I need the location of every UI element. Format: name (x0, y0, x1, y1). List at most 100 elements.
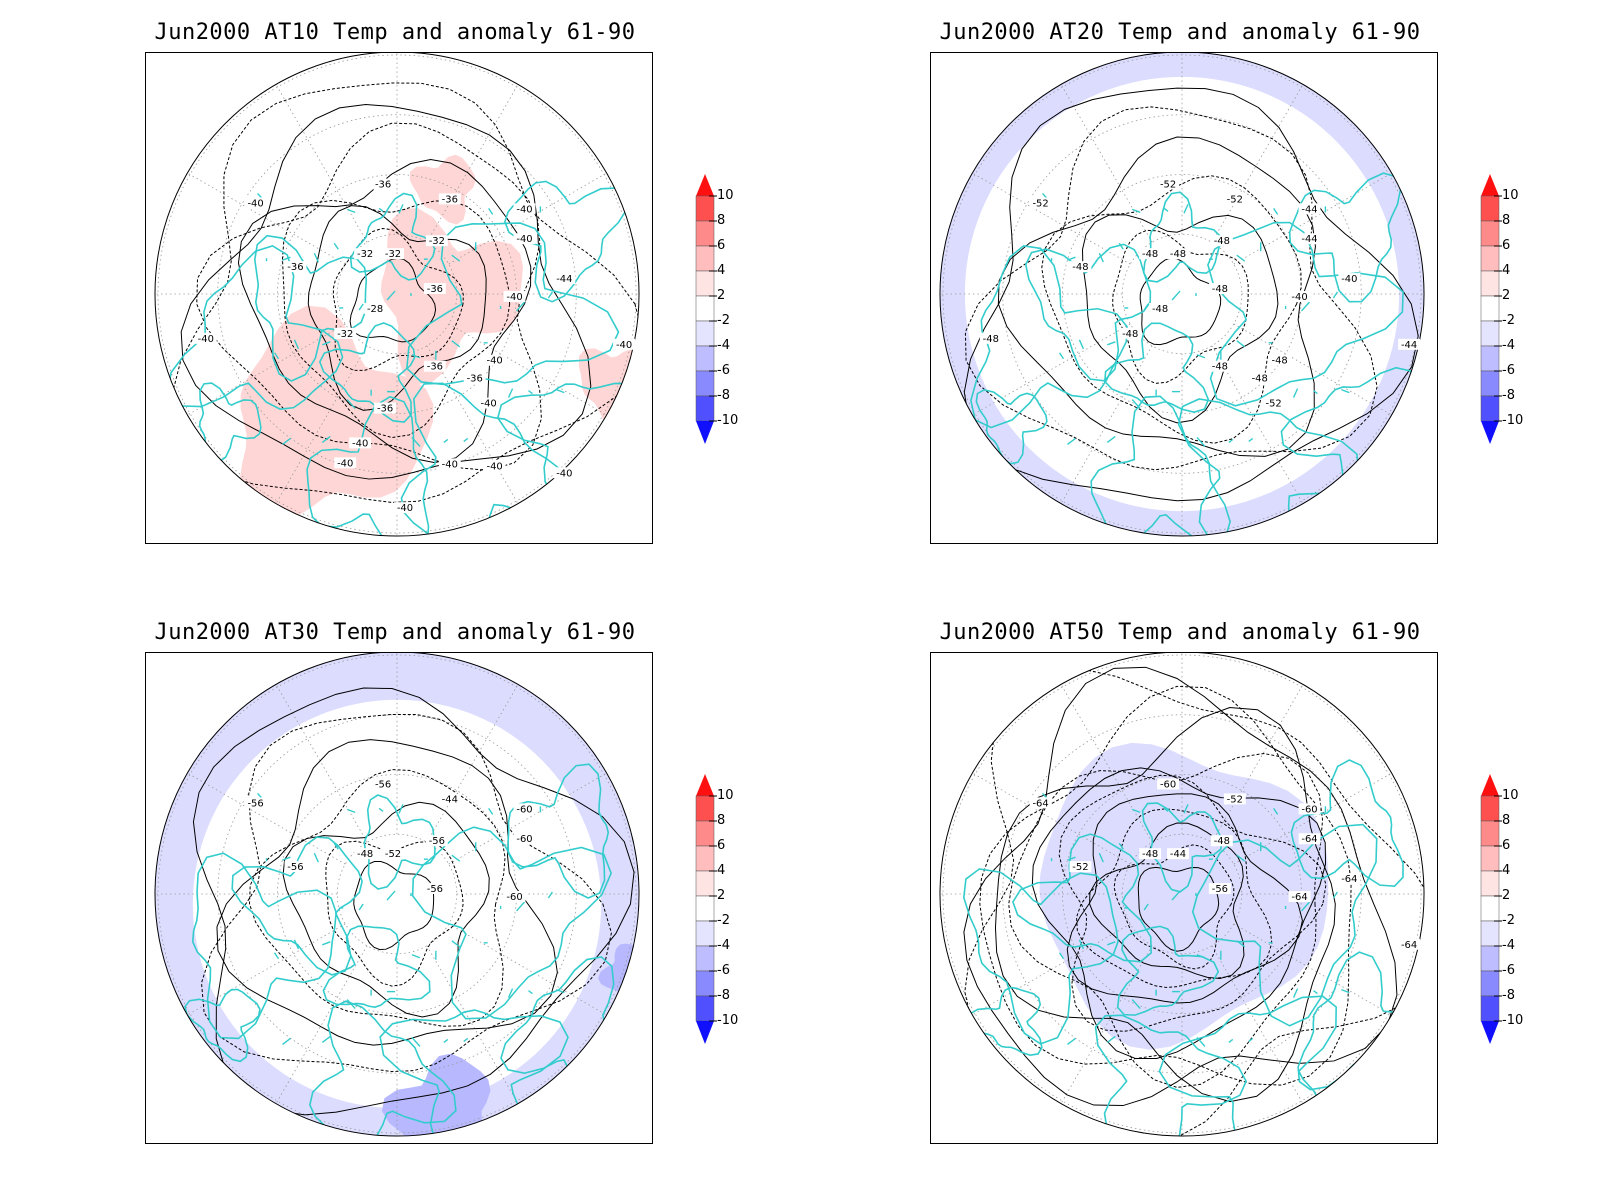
warm-anomaly (239, 305, 434, 525)
colorbar-segment (695, 845, 715, 872)
contour-label-bg (1298, 233, 1321, 245)
border-line (1067, 437, 1076, 445)
temperature-contour (216, 739, 558, 1046)
border-line (411, 354, 421, 359)
border-line (1196, 1036, 1206, 1047)
temperature-contour (1041, 175, 1302, 444)
meridian-line (187, 923, 346, 1016)
contour-label-bg (1288, 291, 1311, 302)
colorbar-tick-label: -4 (717, 938, 730, 953)
coastline (198, 382, 262, 464)
colorbar-tick-label: -6 (1502, 363, 1515, 378)
colorbar-segment (1480, 970, 1500, 997)
polar-map: -64 -60 -52 -48 -44 -48 -52 -56 -60 -64 -64 -64 -64 (930, 652, 1438, 1144)
contour-label: -40 (486, 356, 502, 367)
coastline (1288, 172, 1402, 303)
border-line (1292, 388, 1299, 398)
meridian-line (426, 345, 519, 504)
map-svg: -56 -56 -44 -48 -52 -56 -56 -56 -60 -60 -60 (154, 653, 640, 1137)
colorbar-tick-label: -4 (1502, 938, 1515, 953)
contour-label-bg (1262, 397, 1285, 409)
contour-label: -48 (1212, 362, 1228, 373)
temperature-contour (196, 122, 542, 471)
border-line (1300, 301, 1311, 312)
contour-label-bg (1157, 778, 1180, 790)
coastline (309, 1000, 457, 1137)
border-line (1183, 204, 1189, 214)
border-line (1106, 435, 1116, 443)
contour-label: -52 (1072, 862, 1088, 873)
contour-label: -48 (1152, 304, 1168, 315)
polar-map: -40 -36 -36 -32 -32 -32 -36 -36 -40 -40 -40 -44 -40-… (145, 52, 653, 544)
contour-label: -60 (516, 804, 532, 815)
border-line (386, 290, 396, 301)
contour-label-bg (1298, 203, 1321, 215)
border-line (1228, 438, 1234, 443)
contour-label-bg (1223, 193, 1246, 205)
contour-label-bg (244, 797, 267, 809)
contour-label: -52 (1227, 794, 1243, 805)
border-line (1118, 842, 1124, 850)
contour-label: -56 (427, 884, 443, 895)
border-line (282, 856, 291, 861)
colorbar-segment (1480, 345, 1500, 372)
colorbar-segment (1480, 995, 1500, 1022)
contour-label: -56 (287, 862, 303, 873)
border-line (282, 437, 291, 445)
contour-label-bg (483, 460, 506, 472)
border-line (1171, 290, 1181, 301)
border-line (1078, 939, 1085, 950)
map-svg: -52-52-52-48 -48-48-48-48-44-44-40-40-44-… (939, 53, 1425, 537)
colorbar-segment (1480, 895, 1500, 922)
contour-label: -48 (1142, 249, 1158, 260)
contour-label-bg (553, 467, 576, 479)
contour-label: -40 (1341, 274, 1357, 285)
colorbar-svg (1480, 774, 1502, 1044)
border-line (528, 990, 533, 995)
colorbar-tick-label: -8 (1502, 988, 1515, 1003)
border-line (293, 339, 300, 350)
colorbar-tick-label: 10 (717, 788, 734, 803)
border-line (1248, 1037, 1254, 1042)
border-line (547, 291, 553, 299)
contour-label-bg (423, 883, 446, 895)
contour-label: -44 (1170, 849, 1186, 860)
colorbar-tick-label: 8 (717, 813, 726, 828)
border-line (398, 804, 404, 814)
temperature-contour (1066, 793, 1303, 1004)
temperature-contour (1058, 774, 1327, 1032)
coastline (400, 382, 574, 537)
colorbar-tick-label: -10 (717, 413, 739, 428)
temperature-contour (979, 685, 1352, 1086)
colorbar-tick-label: 4 (717, 263, 726, 278)
contour-label-bg (1119, 327, 1142, 339)
colorbar-segment (1480, 870, 1500, 897)
coastline (1024, 243, 1152, 382)
contour-label: -48 (1271, 356, 1287, 367)
contour-label: -64 (1291, 892, 1307, 903)
colorbar-tick-label: -2 (717, 313, 730, 328)
border-line (488, 207, 494, 215)
contour-label: -36 (287, 262, 303, 273)
contour-label: -48 (1122, 329, 1138, 340)
warm-anomaly (409, 154, 476, 225)
border-line (1058, 352, 1065, 360)
border-line (528, 390, 533, 395)
border-line (1236, 340, 1246, 348)
colorbar-tick-label: -2 (1502, 913, 1515, 928)
contour-label: -28 (367, 304, 383, 315)
border-line (463, 1037, 469, 1042)
border-line (378, 807, 384, 812)
contour-label: -52 (1227, 194, 1243, 205)
meridian-line (448, 323, 607, 416)
colorbar-tick-label: 4 (717, 863, 726, 878)
contour-label-bg (1398, 338, 1421, 350)
border-line (1106, 1035, 1116, 1043)
colorbar-segment (695, 295, 715, 322)
border-line (1228, 1038, 1234, 1043)
colorbar: 10 8 6 4 2 -2 -4 -6 -8 -10 (695, 174, 765, 454)
colorbar-segment (695, 270, 715, 297)
border-line (1196, 436, 1206, 447)
border-line (451, 254, 461, 262)
border-line (1163, 807, 1169, 812)
